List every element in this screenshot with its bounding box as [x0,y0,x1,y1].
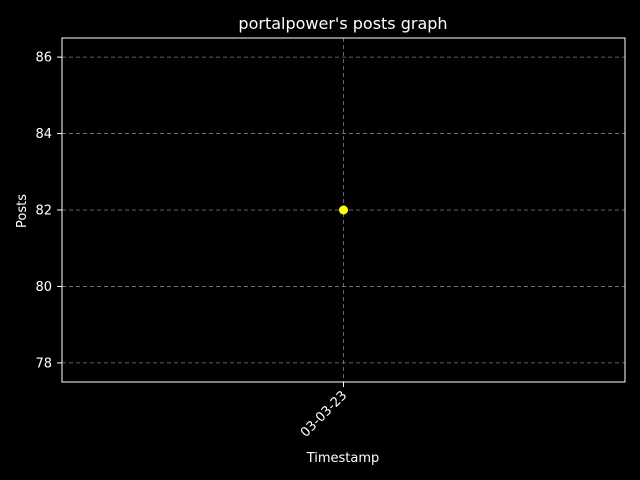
y-tick-label: 78 [35,356,52,371]
y-tick-label: 84 [35,127,52,142]
y-axis-ticks: 78 80 82 84 86 [35,51,62,371]
chart-title: portalpower's posts graph [238,14,447,33]
data-point [339,205,348,215]
y-axis-label: Posts [15,194,30,228]
y-tick-label: 86 [35,51,52,66]
y-tick-label: 82 [35,204,52,219]
x-axis-label: Timestamp [306,451,380,466]
data-points [339,205,348,215]
y-tick-label: 80 [35,280,52,295]
